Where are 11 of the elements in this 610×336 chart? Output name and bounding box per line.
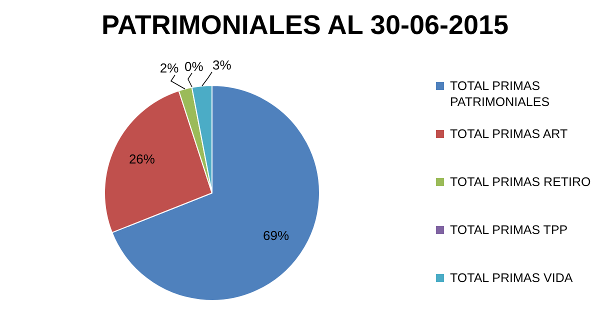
data-label: 2% — [160, 60, 180, 76]
text: 0% — [184, 58, 204, 74]
legend-label: TOTAL PRIMAS PATRIMONIALES — [450, 79, 550, 109]
data-label: 26% — [128, 152, 156, 167]
data-label: 69% — [263, 228, 290, 244]
legend-label: TOTAL PRIMAS RETIRO — [450, 175, 591, 189]
chart-title: PATRIMONIALES AL 30-06-2015 — [100, 10, 510, 41]
data-label: 3% — [212, 58, 232, 73]
legend-label: TOTAL PRIMAS TPP — [450, 223, 568, 237]
legend-label: TOTAL PRIMAS ART — [450, 127, 568, 141]
legend-label: TOTAL PRIMAS VIDA — [450, 271, 573, 285]
